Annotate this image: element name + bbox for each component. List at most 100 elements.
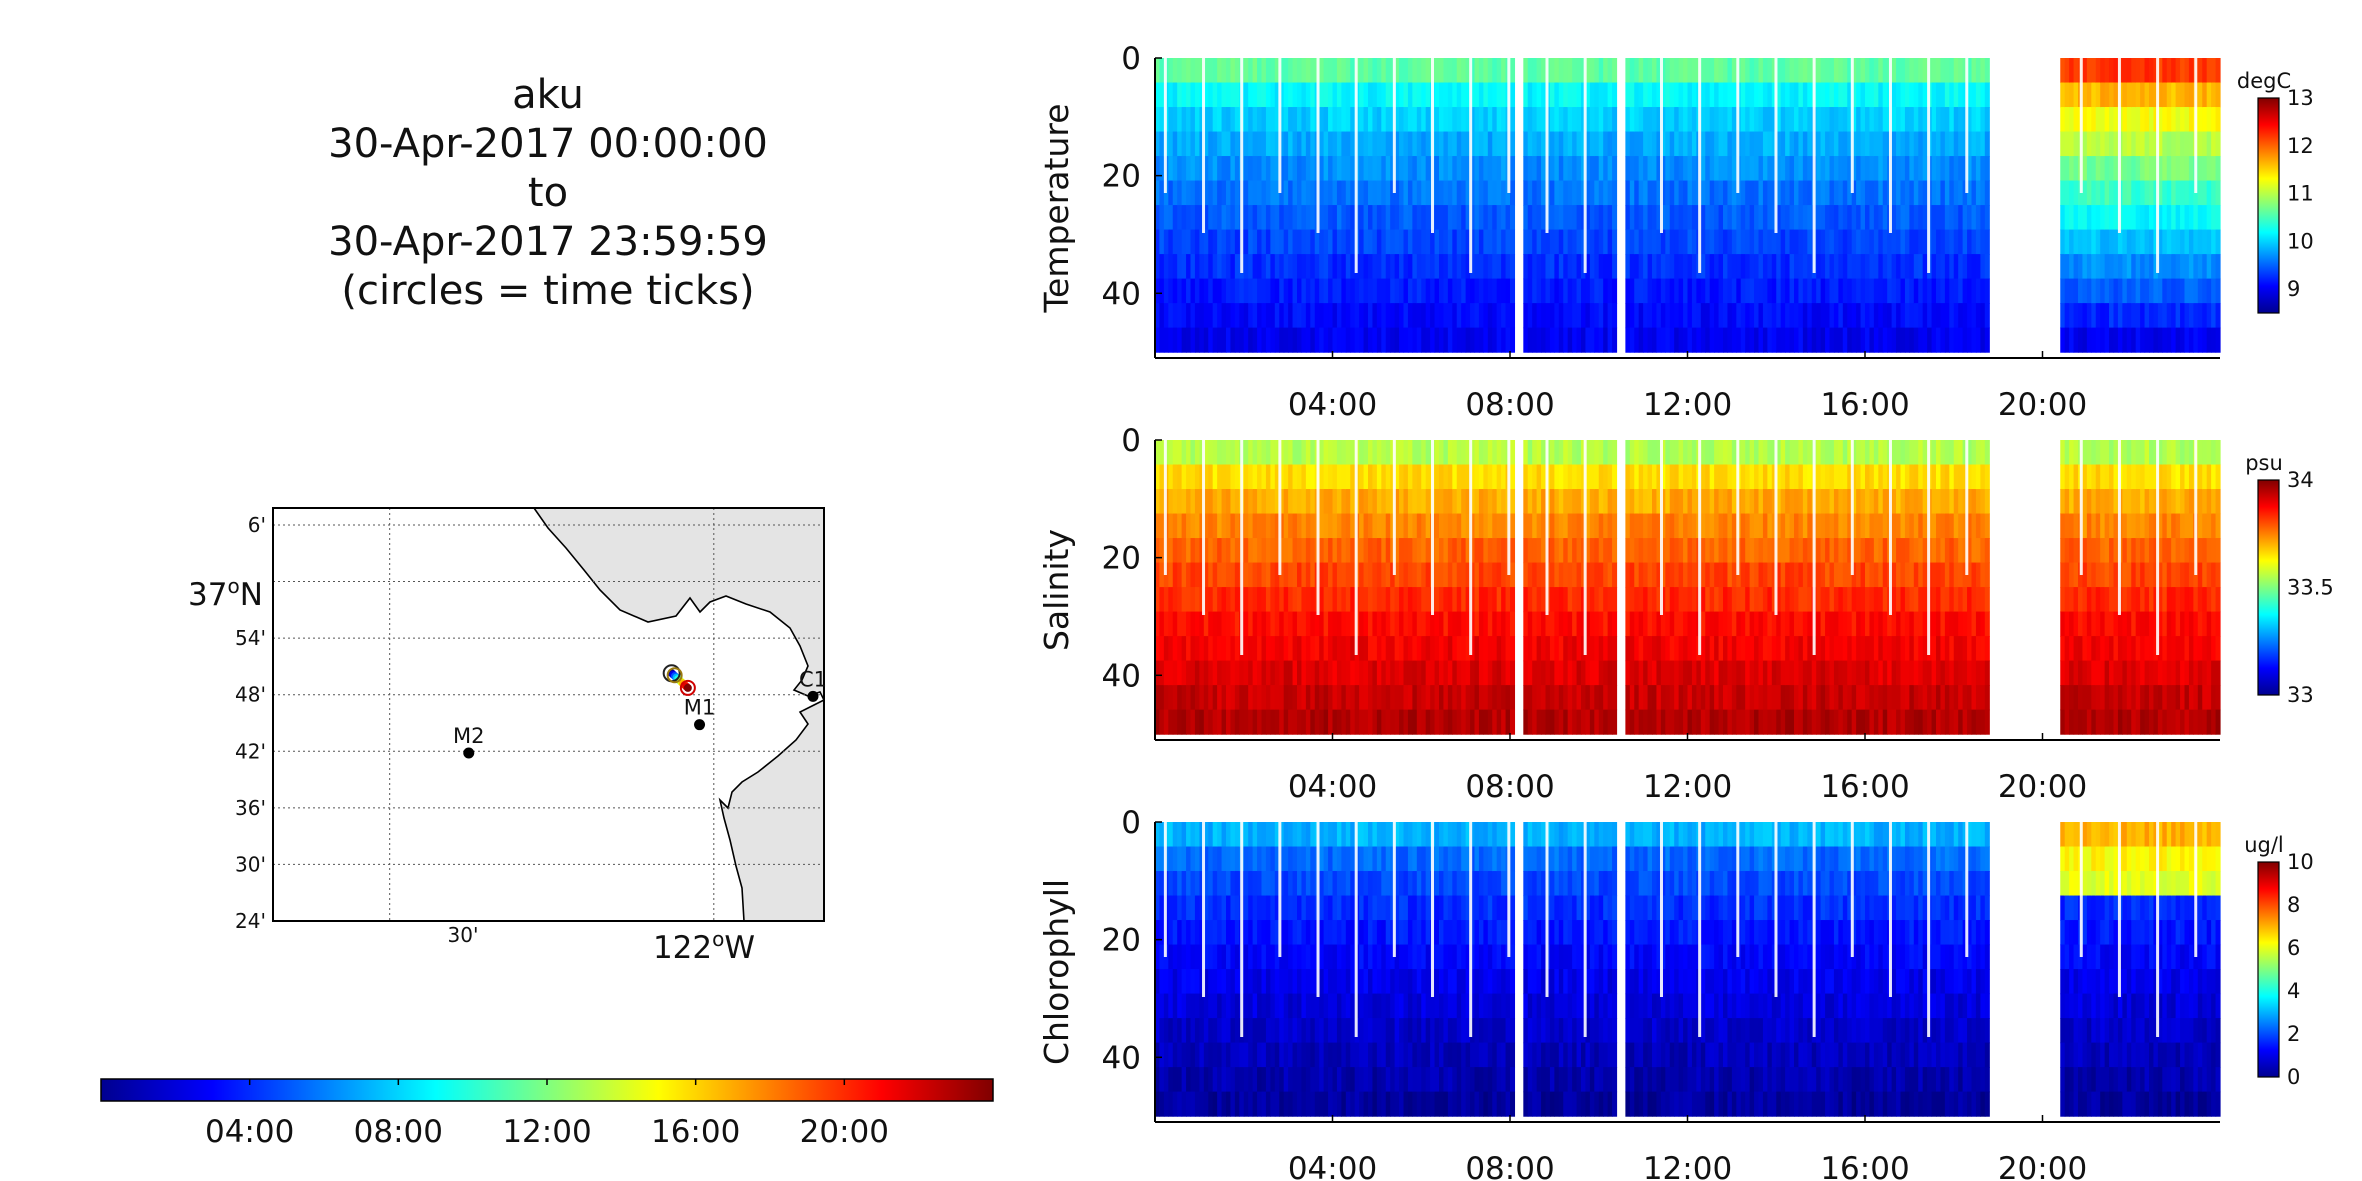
heatmap-cell (2175, 278, 2181, 304)
heatmap-cell (1465, 303, 1471, 329)
heatmap-cell (1177, 440, 1183, 466)
heatmap-cell (1833, 513, 1839, 539)
heatmap-cell (1691, 58, 1697, 84)
heatmap-cell (2144, 205, 2150, 231)
heatmap-cell (1891, 82, 1897, 108)
heatmap-cell (1230, 278, 1236, 304)
heatmap-cell (1563, 636, 1569, 662)
heatmap-cell (1363, 156, 1369, 182)
heatmap-cell (1523, 562, 1529, 588)
heatmap-cell (1802, 229, 1808, 255)
heatmap-cell (2122, 82, 2128, 108)
heatmap-cell (1754, 611, 1760, 637)
heatmap-cell (2064, 440, 2070, 466)
heatmap-cell (1385, 709, 1391, 735)
heatmap-cell (1936, 538, 1942, 564)
heatmap-cell (1470, 611, 1476, 637)
heatmap-cell (1749, 709, 1755, 735)
heatmap-cell (2144, 107, 2150, 133)
heatmap-cell (1776, 709, 1782, 735)
heatmap-cell (1576, 278, 1582, 304)
heatmap-cell (1567, 587, 1573, 613)
heatmap-cell (2122, 229, 2128, 255)
heatmap-cell (1217, 107, 1223, 133)
heatmap-cell (1421, 587, 1427, 613)
heatmap-cell (1159, 685, 1165, 711)
heatmap-cell (1341, 636, 1347, 662)
heatmap-cell (1439, 205, 1445, 231)
heatmap-cell (1816, 156, 1822, 182)
heatmap-cell (1523, 82, 1529, 108)
heatmap-cell (1194, 327, 1200, 353)
heatmap-cell (1372, 205, 1378, 231)
heatmap-cell (1931, 636, 1937, 662)
heatmap-cell (1305, 611, 1311, 637)
heatmap-cell (1984, 440, 1990, 466)
heatmap-cell (1958, 229, 1964, 255)
heatmap-cell (1297, 107, 1303, 133)
heatmap-cell (1230, 229, 1236, 255)
heatmap-cell (1554, 327, 1560, 353)
heatmap-cell (1638, 229, 1644, 255)
heatmap-cell (1168, 131, 1174, 157)
heatmap-cell (1581, 131, 1587, 157)
to-label: to (528, 170, 568, 216)
heatmap-cell (1944, 562, 1950, 588)
heatmap-cell (1873, 611, 1879, 637)
heatmap-cell (1745, 464, 1751, 490)
heatmap-cell (1900, 107, 1906, 133)
heatmap-cell (1390, 58, 1396, 84)
heatmap-cell (1443, 685, 1449, 711)
heatmap-cell (1665, 489, 1671, 515)
x-tick-label: 20:00 (1998, 387, 2087, 423)
heatmap-cell (1288, 562, 1294, 588)
heatmap-cell (1381, 440, 1387, 466)
heatmap-cell (1558, 82, 1564, 108)
heatmap-cell (1931, 303, 1937, 329)
heatmap-cell (1536, 440, 1542, 466)
heatmap-cell (1461, 58, 1467, 84)
heatmap-cell (1243, 131, 1249, 157)
heatmap-cell (1243, 587, 1249, 613)
heatmap-cell (1656, 636, 1662, 662)
heatmap-cell (1878, 685, 1884, 711)
heatmap-cell (1776, 205, 1782, 231)
heatmap-cell (1816, 440, 1822, 466)
heatmap-cell (1257, 205, 1263, 231)
heatmap-cell (1359, 58, 1365, 84)
heatmap-cell (1758, 180, 1764, 206)
heatmap-cell (1603, 513, 1609, 539)
heatmap-cell (1967, 107, 1973, 133)
heatmap-cell (1683, 685, 1689, 711)
heatmap-cell (1470, 440, 1476, 466)
heatmap-cell (1319, 562, 1325, 588)
heatmap-cell (2175, 254, 2181, 280)
heatmap-cell (2153, 180, 2159, 206)
heatmap-cell (1465, 58, 1471, 84)
heatmap-cell (1816, 254, 1822, 280)
heatmap-cell (1589, 685, 1595, 711)
heatmap-cell (1771, 660, 1777, 686)
heatmap-cell (2171, 254, 2177, 280)
heatmap-cell (1683, 440, 1689, 466)
heatmap-cell (2104, 131, 2110, 157)
heatmap-cell (1594, 538, 1600, 564)
heatmap-cell (1212, 58, 1218, 84)
heatmap-cell (1425, 254, 1431, 280)
heatmap-cell (1953, 156, 1959, 182)
heatmap-cell (2211, 107, 2217, 133)
heatmap-cell (1234, 489, 1240, 515)
heatmap-cell (1776, 489, 1782, 515)
heatmap-cell (1168, 229, 1174, 255)
heatmap-cell (1177, 327, 1183, 353)
heatmap-cell (1962, 327, 1968, 353)
heatmap-cell (1252, 562, 1258, 588)
heatmap-cell (1745, 58, 1751, 84)
heatmap-cell (1922, 327, 1928, 353)
heatmap-cell (1532, 636, 1538, 662)
heatmap-cell (1558, 538, 1564, 564)
y-tick-label: 0 (1121, 41, 1141, 77)
heatmap-cell (1723, 254, 1729, 280)
heatmap-cell (2060, 636, 2066, 662)
heatmap-cell (1270, 131, 1276, 157)
